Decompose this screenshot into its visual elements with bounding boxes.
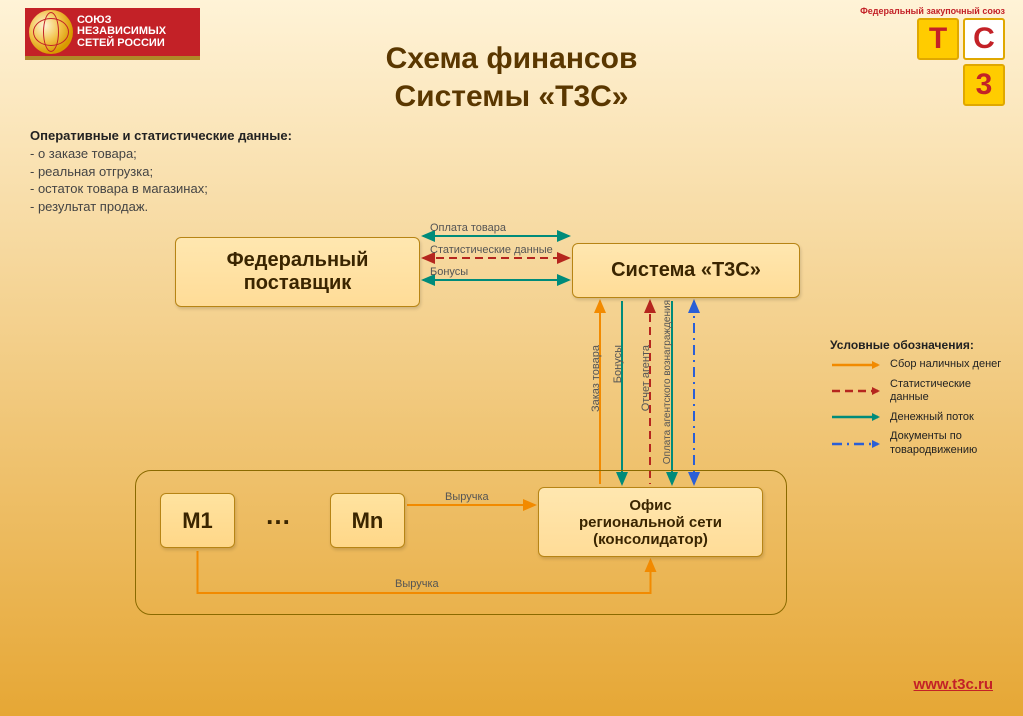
- node-office-l1: Офис: [629, 497, 671, 514]
- edge-label-bonus: Бонусы: [430, 266, 468, 278]
- node-m1-label: M1: [182, 508, 213, 534]
- legend-row: Документы по товародвижению: [830, 430, 1010, 456]
- legend-row: Денежный поток: [830, 410, 1010, 424]
- node-mn-label: Mn: [352, 508, 384, 534]
- legend: Условные обозначения: Сбор наличных дене…: [830, 338, 1010, 457]
- node-office-l2: региональной сети: [579, 514, 722, 531]
- node-dots: …: [265, 500, 291, 531]
- edge-label-stat: Статистические данные: [430, 244, 553, 256]
- edge-label-vyruchka2: Выручка: [395, 578, 439, 590]
- legend-label: Статистические данные: [890, 378, 1010, 404]
- site-url[interactable]: www.t3c.ru: [914, 676, 993, 693]
- edge-label-vyruchka1: Выручка: [445, 491, 489, 503]
- node-supplier-l1: Федеральный: [227, 249, 369, 271]
- edge-label-oplata: Оплата товара: [430, 222, 506, 234]
- node-m1: M1: [160, 493, 235, 548]
- node-system-l1: Система «Т3С»: [611, 259, 761, 282]
- node-system: Система «Т3С»: [572, 243, 800, 298]
- node-supplier: Федеральный поставщик: [175, 237, 420, 307]
- legend-row: Сбор наличных денег: [830, 358, 1010, 372]
- legend-row: Статистические данные: [830, 378, 1010, 404]
- edge-label-zakaz: Заказ товара: [590, 345, 602, 412]
- edge-label-agent: Оплата агентского вознаграждения: [662, 300, 673, 464]
- edge-label-bonus2: Бонусы: [612, 345, 624, 383]
- node-supplier-l2: поставщик: [244, 272, 352, 294]
- node-mn: Mn: [330, 493, 405, 548]
- legend-label: Денежный поток: [890, 411, 974, 424]
- node-office: Офис региональной сети (консолидатор): [538, 487, 763, 557]
- edge-label-otchet: Отчет агента: [640, 345, 652, 411]
- legend-label: Сбор наличных денег: [890, 358, 1001, 371]
- node-office-l3: (консолидатор): [593, 531, 708, 548]
- legend-title: Условные обозначения:: [830, 338, 1010, 352]
- legend-label: Документы по товародвижению: [890, 430, 1010, 456]
